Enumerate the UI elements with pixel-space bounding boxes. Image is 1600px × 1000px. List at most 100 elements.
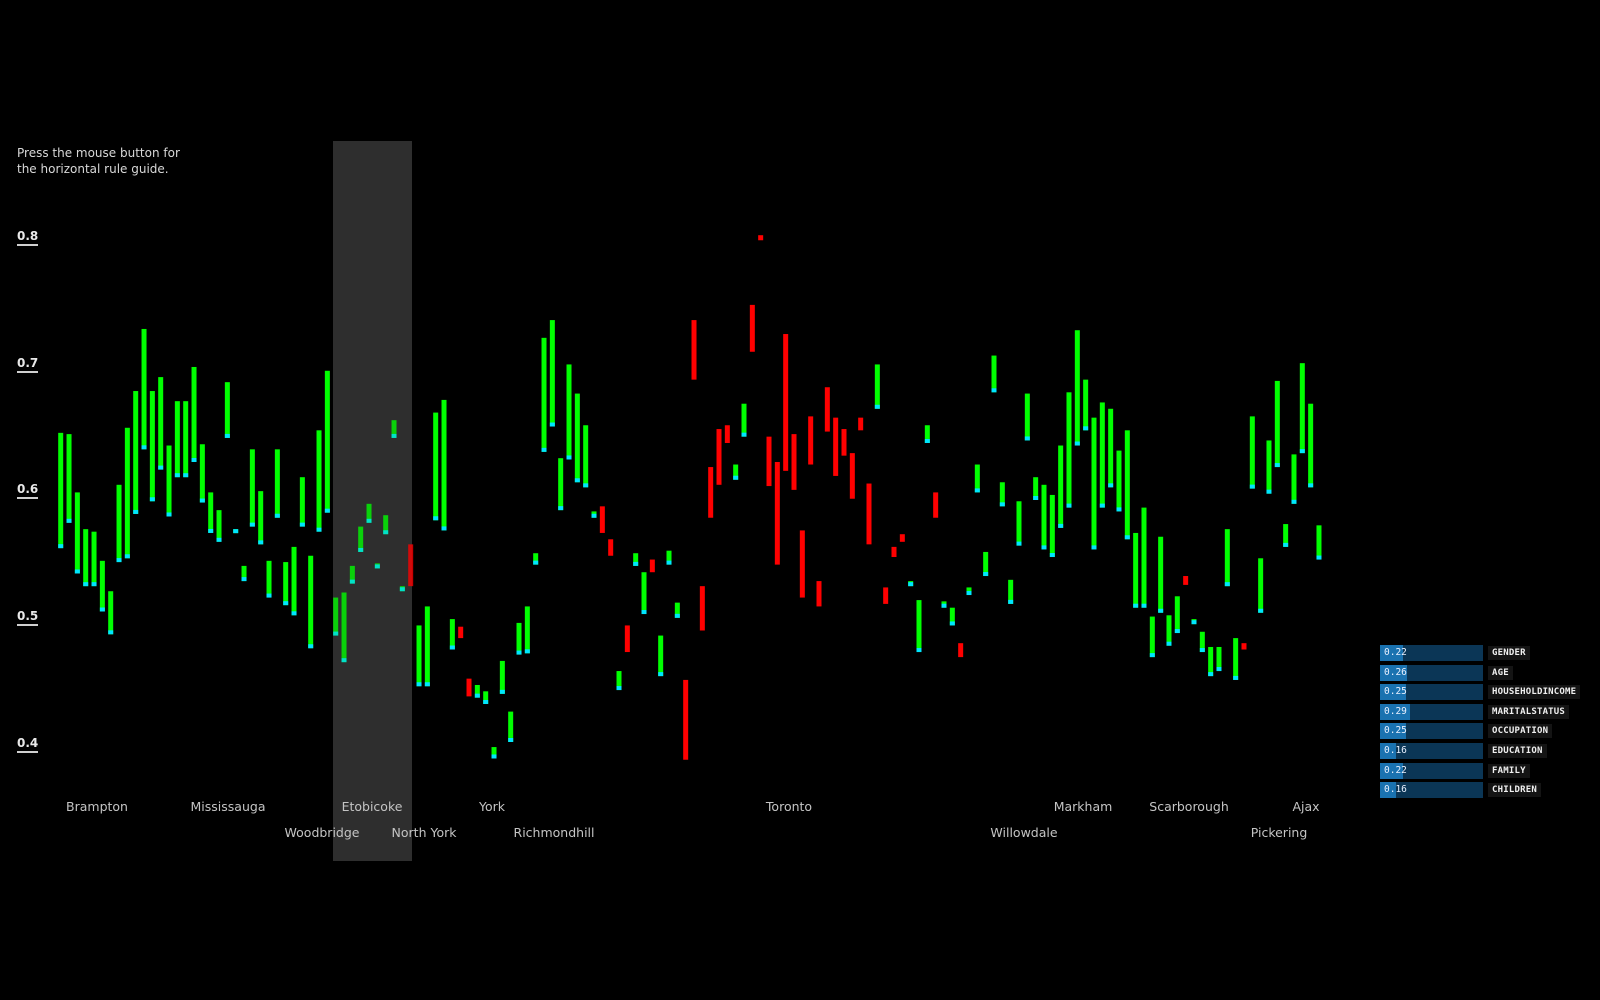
range-bar-red[interactable] — [1241, 643, 1247, 650]
range-bar-green[interactable] — [249, 449, 255, 527]
range-bar-green[interactable] — [1233, 638, 1239, 680]
range-bar-green[interactable] — [199, 444, 205, 503]
city-label-richmondhill[interactable]: Richmondhill — [513, 825, 595, 840]
weight-bar[interactable]: 0.26 — [1380, 664, 1483, 681]
range-bar-red[interactable] — [958, 643, 964, 658]
legend-row-education[interactable]: 0.16 EDUCATION — [1380, 742, 1580, 759]
range-bar-green[interactable] — [1266, 440, 1272, 494]
range-bar-green[interactable] — [274, 449, 280, 518]
range-bar-red[interactable] — [933, 492, 939, 518]
range-bar-green[interactable] — [308, 555, 314, 649]
range-bar-red[interactable] — [849, 453, 855, 499]
range-bar-red[interactable] — [774, 461, 780, 565]
range-bar-green[interactable] — [1224, 529, 1230, 587]
range-bar-green[interactable] — [191, 366, 197, 462]
range-bar-red[interactable] — [724, 425, 730, 443]
range-bar-green[interactable] — [183, 401, 189, 478]
weight-bar[interactable]: 0.25 — [1380, 684, 1483, 701]
range-bar-green[interactable] — [83, 529, 89, 587]
range-bar-green[interactable] — [549, 320, 555, 427]
range-bar-red[interactable] — [466, 678, 472, 697]
range-bar-green[interactable] — [1249, 416, 1255, 489]
range-bar-red[interactable] — [649, 559, 655, 573]
range-bar-green[interactable] — [1108, 408, 1114, 488]
city-label-brampton[interactable]: Brampton — [66, 799, 128, 814]
range-bar-green[interactable] — [1158, 536, 1164, 613]
weight-bar[interactable]: 0.22 — [1380, 645, 1483, 661]
range-bar-green[interactable] — [1008, 579, 1014, 604]
city-label-willowdale[interactable]: Willowdale — [990, 825, 1058, 840]
range-bar-green[interactable] — [1299, 363, 1305, 454]
range-bar-green[interactable] — [1066, 392, 1072, 508]
range-bar-green[interactable] — [124, 427, 130, 559]
range-bar-green[interactable] — [66, 434, 72, 523]
legend-row-occupation[interactable]: 0.25 OCCUPATION — [1380, 723, 1580, 740]
weight-bar[interactable]: 0.25 — [1380, 723, 1483, 740]
weight-bar[interactable]: 0.16 — [1380, 782, 1483, 799]
range-bar-green[interactable] — [874, 364, 880, 409]
range-bar-green[interactable] — [991, 355, 997, 393]
city-label-north-york[interactable]: North York — [391, 825, 457, 840]
city-label-woodbridge[interactable]: Woodbridge — [284, 825, 360, 840]
range-bar-green[interactable] — [491, 747, 497, 759]
range-bar-green[interactable] — [524, 606, 530, 654]
range-bar-green[interactable] — [1258, 558, 1264, 613]
range-bar-red[interactable] — [599, 506, 605, 533]
range-bar-green[interactable] — [391, 420, 397, 438]
city-label-mississauga[interactable]: Mississauga — [190, 799, 266, 814]
range-bar-green[interactable] — [633, 553, 639, 566]
range-bar-green[interactable] — [1033, 477, 1039, 501]
range-bar-green[interactable] — [333, 597, 339, 636]
range-bar-green[interactable] — [424, 606, 430, 687]
range-bar-red[interactable] — [458, 626, 464, 639]
range-bar-green[interactable] — [99, 560, 105, 612]
range-bar-green[interactable] — [1116, 450, 1122, 512]
range-bar-green[interactable] — [574, 393, 580, 483]
legend-row-children[interactable]: 0.16 CHILDREN — [1380, 782, 1580, 799]
range-bar-green[interactable] — [1141, 507, 1147, 608]
range-bar-green[interactable] — [283, 562, 289, 606]
range-bar-red[interactable] — [841, 429, 847, 456]
range-bar-red[interactable] — [608, 539, 614, 556]
range-bar-red[interactable] — [833, 417, 839, 476]
range-bar-green[interactable] — [474, 684, 480, 698]
weight-bar[interactable]: 0.16 — [1380, 742, 1483, 759]
range-bar-green[interactable] — [533, 553, 539, 565]
range-bar-green[interactable] — [116, 484, 122, 563]
range-bar-green[interactable] — [983, 551, 989, 577]
range-bar-green[interactable] — [258, 491, 264, 545]
range-bar-green[interactable] — [999, 482, 1005, 507]
legend-row-householdincome[interactable]: 0.25 HOUSEHOLDINCOME — [1380, 684, 1581, 701]
range-bar-green[interactable] — [208, 492, 214, 533]
range-bar-green[interactable] — [949, 607, 955, 626]
range-bar-green[interactable] — [141, 328, 147, 450]
range-bar-red[interactable] — [624, 625, 630, 653]
city-label-etobicoke[interactable]: Etobicoke — [341, 799, 403, 814]
range-bar-green[interactable] — [483, 691, 489, 704]
range-bar-green[interactable] — [1216, 646, 1222, 672]
range-bar-red[interactable] — [691, 320, 697, 380]
range-bar-green[interactable] — [349, 565, 355, 584]
range-bar-red[interactable] — [808, 416, 814, 465]
range-bar-green[interactable] — [566, 364, 572, 460]
range-bar-green[interactable] — [1208, 646, 1214, 677]
range-bar-red[interactable] — [858, 417, 864, 431]
range-bar-green[interactable] — [441, 399, 447, 531]
range-bar-green[interactable] — [1174, 596, 1180, 634]
range-bar-green[interactable] — [416, 625, 422, 687]
range-bar-red[interactable] — [799, 530, 805, 598]
range-bar-red[interactable] — [866, 483, 872, 545]
range-bar-green[interactable] — [433, 412, 439, 521]
city-label-pickering[interactable]: Pickering — [1250, 825, 1308, 840]
range-bar-green[interactable] — [1316, 525, 1322, 560]
range-bar-red[interactable] — [899, 534, 905, 542]
range-bar-red[interactable] — [683, 679, 689, 760]
legend-row-family[interactable]: 0.22 FAMILY — [1380, 762, 1580, 779]
range-bar-green[interactable] — [1274, 380, 1280, 468]
range-bar-green[interactable] — [341, 592, 347, 663]
range-bar-green[interactable] — [58, 432, 64, 549]
legend-row-age[interactable]: 0.26 AGE — [1380, 664, 1580, 681]
range-bar-green[interactable] — [266, 560, 272, 598]
range-bar-green[interactable] — [558, 458, 564, 511]
